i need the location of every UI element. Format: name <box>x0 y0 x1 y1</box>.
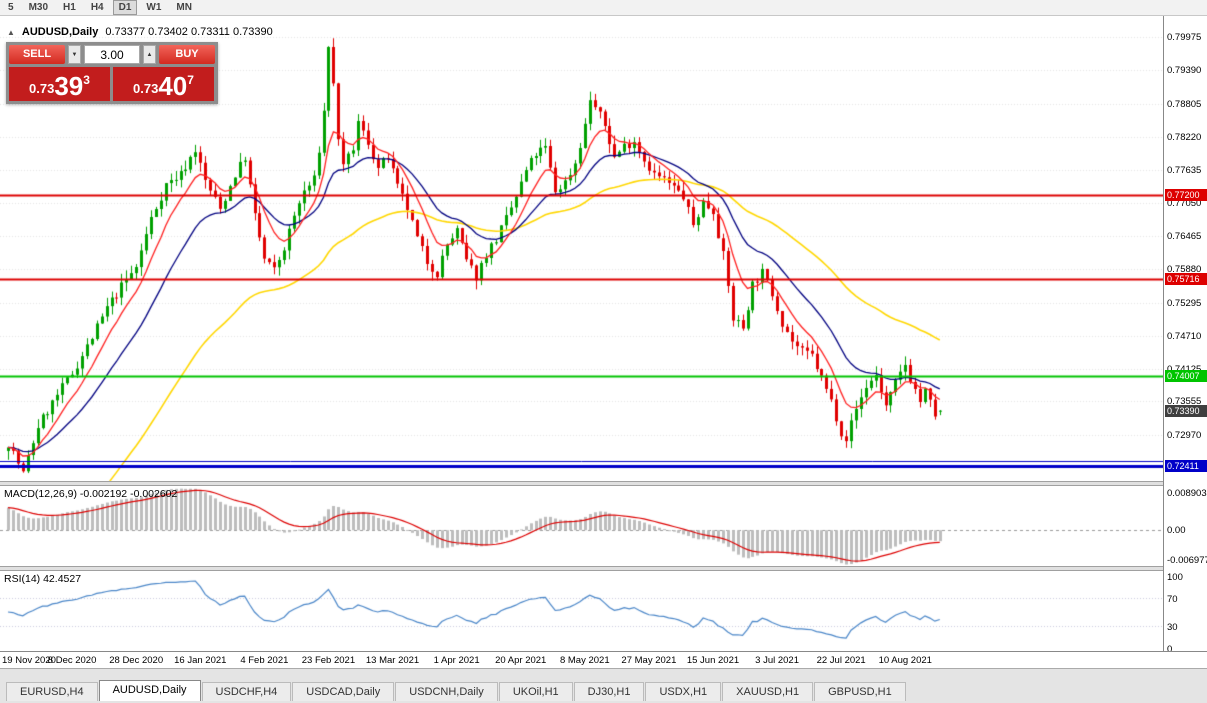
chart-tab-usdcnh-daily[interactable]: USDCNH,Daily <box>395 682 498 701</box>
timeframe-button-h1[interactable]: H1 <box>63 2 76 13</box>
sell-price-pip: 3 <box>83 73 90 87</box>
chart-tab-usdcad-daily[interactable]: USDCAD,Daily <box>292 682 395 701</box>
rsi-axis-label: 0 <box>1167 644 1173 655</box>
chart-canvas[interactable] <box>0 16 1163 668</box>
price-axis-label: 0.75880 <box>1167 264 1202 276</box>
macd-axis-label: -0.006977 <box>1167 554 1207 566</box>
rsi-axis-label: 30 <box>1167 622 1178 634</box>
price-axis-label: 0.77050 <box>1167 198 1202 210</box>
chart-title: ▲ AUDUSD,Daily 0.73377 0.73402 0.73311 0… <box>7 26 273 38</box>
date-axis-label: 19 Nov 2020 <box>2 655 56 666</box>
timeframe-button-d1[interactable]: D1 <box>112 0 138 15</box>
date-axis-label: 28 Dec 2020 <box>109 655 164 666</box>
sell-price-display[interactable]: 0.73 39 3 <box>9 67 110 101</box>
price-axis-label: 0.75295 <box>1167 297 1202 309</box>
price-axis[interactable]: 0.79975 0.79390 0.78805 0.78220 0.77635 0.770… <box>1163 16 1207 655</box>
price-level-badge: 0.72411 <box>1165 460 1207 473</box>
buy-price-pip: 7 <box>187 73 194 87</box>
date-axis-label: 4 Feb 2021 <box>240 655 289 666</box>
chart-tab-xauusd-h1[interactable]: XAUUSD,H1 <box>722 682 814 701</box>
chart-tab-ukoil-h1[interactable]: UKOil,H1 <box>498 682 573 701</box>
date-axis-label: 15 Jun 2021 <box>686 655 740 666</box>
timeframe-button-5[interactable]: 5 <box>8 2 14 13</box>
sell-price-prefix: 0.73 <box>29 81 55 96</box>
price-level-badge: 0.75716 <box>1165 272 1207 285</box>
price-axis-label: 0.79390 <box>1167 65 1202 77</box>
macd-indicator-label: MACD(12,26,9) -0.002192 -0.002602 <box>4 488 178 500</box>
price-axis-label: 0.79975 <box>1167 32 1202 44</box>
date-axis-label: 8 Dec 2020 <box>47 655 97 666</box>
price-level-badge: 0.77200 <box>1165 188 1207 201</box>
buy-price-display[interactable]: 0.73 40 7 <box>113 67 214 101</box>
price-axis-label: 0.74710 <box>1167 330 1202 342</box>
chart-tab-usdchf-h4[interactable]: USDCHF,H4 <box>201 682 292 701</box>
chart-window: ▲ AUDUSD,Daily 0.73377 0.73402 0.73311 0… <box>0 16 1207 668</box>
chart-ohlc-values: 0.73377 0.73402 0.73311 0.73390 <box>105 26 273 38</box>
sell-button[interactable]: SELL <box>9 45 65 64</box>
date-axis-label: 3 Jul 2021 <box>755 655 799 666</box>
chart-tab-dj30-h1[interactable]: DJ30,H1 <box>573 682 645 701</box>
current-price-badge: 0.73390 <box>1165 404 1207 417</box>
price-axis-label: 0.74125 <box>1167 364 1201 375</box>
sell-price-main: 39 <box>54 71 84 101</box>
buy-price-main: 40 <box>158 71 188 101</box>
macd-axis-label: 0.008903 <box>1167 487 1207 499</box>
date-axis-label: 20 Apr 2021 <box>495 655 547 666</box>
collapse-arrow-icon[interactable]: ▲ <box>7 27 15 37</box>
volume-increase-button[interactable]: ▲ <box>143 45 156 64</box>
date-axis-label: 1 Apr 2021 <box>433 655 480 666</box>
macd-axis-label: 0.00 <box>1167 525 1186 537</box>
rsi-indicator-label: RSI(14) 42.4527 <box>4 573 82 585</box>
price-axis-label: 0.72970 <box>1167 429 1202 441</box>
volume-input[interactable] <box>84 45 140 64</box>
timeframe-toolbar: 5 M30 H1 H4 D1 W1 MN <box>0 0 1207 16</box>
price-axis-label: 0.78805 <box>1167 98 1202 110</box>
chart-tab-audusd-daily[interactable]: AUDUSD,Daily <box>98 680 201 701</box>
price-level-badge: 0.74007 <box>1165 369 1207 382</box>
buy-price-prefix: 0.73 <box>133 81 159 96</box>
price-axis-label: 0.76465 <box>1167 231 1202 243</box>
chart-tab-gbpusd-h1[interactable]: GBPUSD,H1 <box>814 682 906 701</box>
rsi-axis-label: 100 <box>1167 572 1183 583</box>
date-axis-label: 10 Aug 2021 <box>878 655 932 666</box>
timeframe-button-mn[interactable]: MN <box>176 2 192 13</box>
price-axis-label: 0.73555 <box>1167 396 1202 408</box>
chart-tab-usdx-h1[interactable]: USDX,H1 <box>645 682 722 701</box>
timeframe-button-h4[interactable]: H4 <box>90 2 104 13</box>
panel-splitter[interactable] <box>0 481 1207 486</box>
price-axis-label: 0.77635 <box>1167 164 1202 176</box>
date-axis[interactable]: 19 Nov 2020 8 Dec 2020 28 Dec 2020 16 Jan 2… <box>0 651 1207 668</box>
volume-decrease-button[interactable]: ▼ <box>68 45 81 64</box>
panel-splitter[interactable] <box>0 566 1207 571</box>
date-axis-label: 16 Jan 2021 <box>174 655 227 666</box>
chart-tab-bar: EURUSD,H4 AUDUSD,Daily USDCHF,H4 USDCAD,Dai… <box>0 668 1207 703</box>
date-axis-label: 27 May 2021 <box>621 655 677 666</box>
timeframe-button-m30[interactable]: M30 <box>28 2 49 13</box>
date-axis-label: 22 Jul 2021 <box>816 655 866 666</box>
buy-button[interactable]: BUY <box>159 45 215 64</box>
date-axis-label: 13 Mar 2021 <box>365 655 420 666</box>
chart-symbol-label: AUDUSD,Daily <box>21 26 99 38</box>
timeframe-button-w1[interactable]: W1 <box>146 2 162 13</box>
chart-tab-eurusd-h4[interactable]: EURUSD,H4 <box>6 682 98 701</box>
rsi-axis-label: 70 <box>1167 593 1178 605</box>
price-axis-label: 0.78220 <box>1167 131 1202 143</box>
date-axis-label: 23 Feb 2021 <box>301 655 356 666</box>
date-axis-label: 8 May 2021 <box>559 655 610 666</box>
